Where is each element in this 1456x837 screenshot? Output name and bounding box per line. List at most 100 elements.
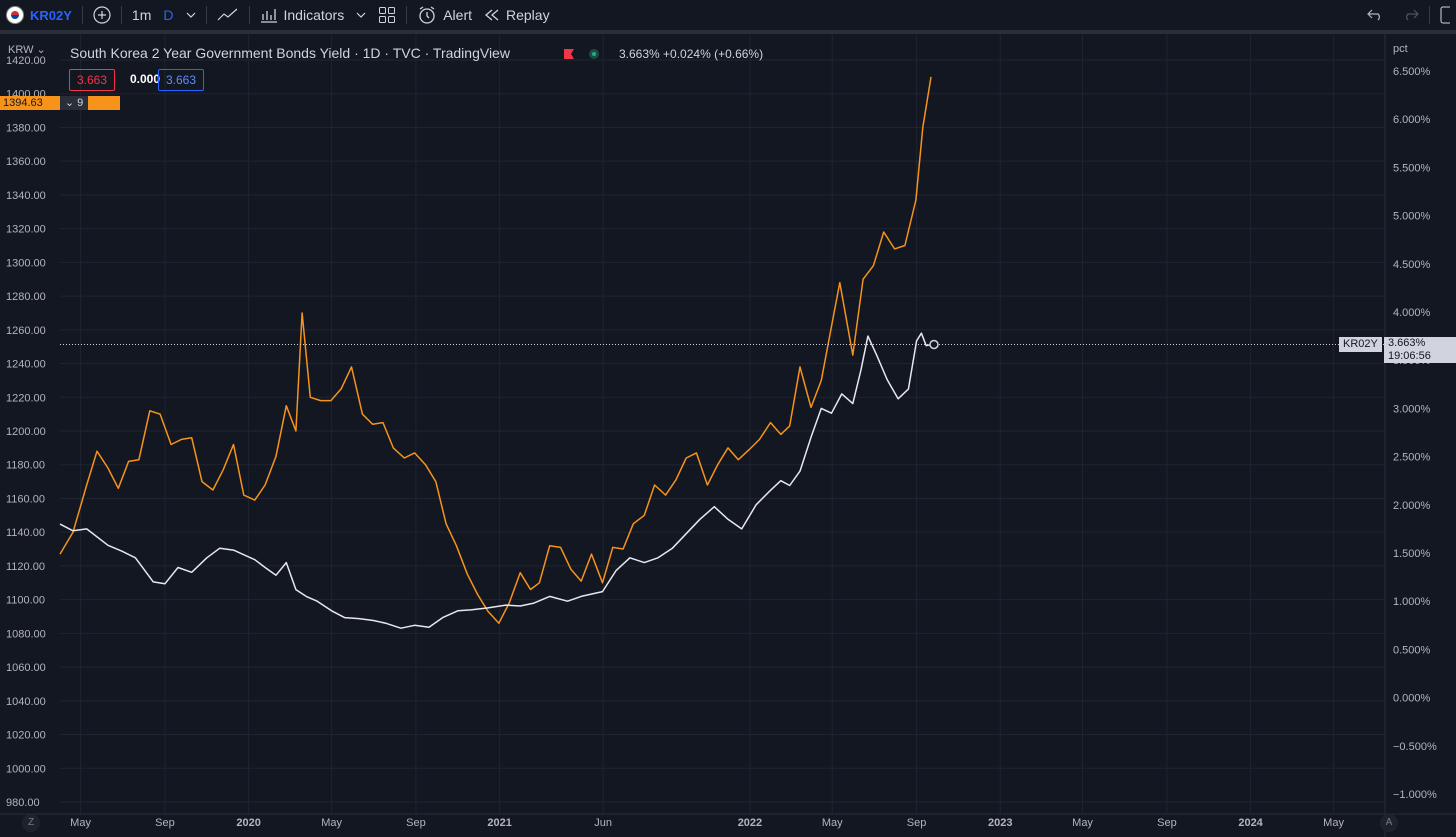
left-axis-tick: 1300.00 [6, 257, 46, 269]
legend-title: South Korea 2 Year Government Bonds Yiel… [70, 45, 510, 61]
replay-button[interactable]: Replay [478, 0, 556, 30]
alert-button[interactable]: Alert [411, 0, 478, 30]
indicators-button[interactable]: Indicators [254, 0, 351, 30]
right-axis-unit: pct [1393, 43, 1408, 55]
left-axis-tick: 1260.00 [6, 325, 46, 337]
divider [120, 6, 122, 24]
open-value-box: 3.663 [69, 69, 116, 91]
left-axis-tick: 1380.00 [6, 122, 46, 134]
chart-pane[interactable]: 1420.00 1400.00 1380.00 1360.00 1340.00 1320.… [0, 34, 1456, 837]
market-status-icon[interactable] [589, 49, 599, 59]
current-value: 3.663% [1388, 337, 1426, 349]
right-axis-tick: 1.500% [1393, 548, 1431, 560]
left-axis-tick: 1420.00 [6, 55, 46, 67]
right-axis-tick: −0.500% [1393, 741, 1437, 753]
price-chart: 1420.001400.001380.001360.001340.001320.… [0, 34, 1456, 837]
frame-icon [1440, 6, 1450, 24]
left-axis-tick: 1000.00 [6, 763, 46, 775]
left-axis-tick: 1340.00 [6, 190, 46, 202]
rewind-icon [484, 9, 499, 21]
compare-symbol-button[interactable] [87, 0, 117, 30]
x-axis-tick: Sep [406, 817, 426, 829]
right-axis-tick: 0.000% [1393, 693, 1431, 705]
fullscreen-button[interactable] [1434, 0, 1456, 30]
x-axis-tick: May [1072, 817, 1093, 829]
interval-d-button[interactable]: D [163, 7, 174, 23]
right-axis-tick: 5.500% [1393, 162, 1431, 174]
plus-circle-icon [93, 6, 111, 24]
divider [406, 6, 408, 24]
indicators-label: Indicators [283, 7, 345, 23]
divider [81, 6, 83, 24]
x-axis-tick: 2024 [1238, 817, 1263, 829]
line-chart-icon [217, 8, 237, 21]
left-axis-unit[interactable]: KRW ⌄ [8, 44, 46, 56]
layout-button[interactable] [372, 0, 402, 30]
timezone-button[interactable]: Z [22, 814, 40, 832]
right-axis-tick: 2.500% [1393, 452, 1431, 464]
x-axis-tick: May [321, 817, 342, 829]
undo-button[interactable] [1361, 0, 1389, 30]
countdown-time: 19:06:56 [1388, 350, 1431, 362]
close-value-box: 3.663 [158, 69, 205, 91]
auto-scale-button[interactable]: A [1380, 814, 1398, 832]
collapse-button[interactable]: ⌄ 9 [59, 96, 89, 110]
x-axis-tick: 2021 [487, 817, 511, 829]
right-axis-tick: −1.000% [1393, 789, 1437, 801]
legend-values: 3.663% +0.024% (+0.66%) [564, 47, 764, 61]
interval-1m-button[interactable]: 1m [131, 7, 152, 23]
chevron-down-icon [356, 12, 366, 18]
change-value-box: 0.000 [130, 72, 161, 86]
left-axis-tick: 1320.00 [6, 224, 46, 236]
usdkrw-price-tag: 1394.63 ⌄ 9 [0, 96, 120, 110]
legend-value-text: 3.663% +0.024% (+0.66%) [619, 47, 764, 61]
left-axis-tick: 980.00 [6, 797, 40, 809]
left-axis-tick: 1240.00 [6, 359, 46, 371]
chevron-down-icon [186, 12, 195, 18]
symbol-search-button[interactable]: KR02Y [0, 0, 78, 30]
x-axis-tick: May [822, 817, 843, 829]
usdkrw-price-value: 1394.63 [3, 97, 43, 109]
indicators-dropdown[interactable] [350, 0, 372, 30]
chart-type-button[interactable] [211, 0, 245, 30]
left-axis-tick: 1160.00 [6, 493, 45, 505]
right-axis-tick: 6.500% [1393, 66, 1431, 78]
right-axis-tick: 3.000% [1393, 403, 1431, 415]
indicators-icon [260, 9, 277, 23]
x-axis-tick: May [1323, 817, 1344, 829]
kr02y-series-line [59, 332, 932, 629]
right-axis-tick: 5.000% [1393, 211, 1431, 223]
top-toolbar: KR02Y 1m D Indicators Alert Replay [0, 0, 1456, 34]
x-axis-tick: May [70, 817, 91, 829]
divider [1429, 6, 1430, 24]
x-axis-tick: Sep [1157, 817, 1177, 829]
alert-label: Alert [443, 7, 472, 23]
right-axis-tick: 2.000% [1393, 500, 1431, 512]
x-axis-tick: Sep [907, 817, 927, 829]
alarm-clock-icon [419, 6, 435, 24]
red-flag-icon[interactable] [564, 49, 574, 59]
series-symbol-tag: KR02Y [1339, 337, 1382, 352]
right-axis-tick: 0.500% [1393, 644, 1431, 656]
divider [205, 6, 207, 24]
left-axis-tick: 1040.00 [6, 696, 46, 708]
left-axis-tick: 1120.00 [6, 561, 45, 573]
current-value-tag: 3.663% 19:06:56 [1384, 337, 1456, 363]
interval-dropdown[interactable] [180, 0, 202, 30]
x-axis-tick: 2022 [738, 817, 762, 829]
x-axis-tick: Sep [155, 817, 175, 829]
left-axis-tick: 1360.00 [6, 156, 46, 168]
left-axis-tick: 1140.00 [6, 527, 45, 539]
left-axis-tick: 1100.00 [6, 595, 45, 607]
divider [248, 6, 250, 24]
replay-label: Replay [506, 7, 550, 23]
korea-flag-icon [6, 6, 24, 24]
left-axis-tick: 1060.00 [6, 662, 46, 674]
right-axis-tick: 4.000% [1393, 307, 1431, 319]
undo-icon [1367, 9, 1380, 21]
right-axis-tick: 6.000% [1393, 114, 1431, 126]
left-axis-tick: 1200.00 [6, 426, 46, 438]
symbol-label: KR02Y [30, 7, 72, 23]
left-axis-tick: 1220.00 [6, 392, 46, 404]
redo-button[interactable] [1397, 0, 1425, 30]
